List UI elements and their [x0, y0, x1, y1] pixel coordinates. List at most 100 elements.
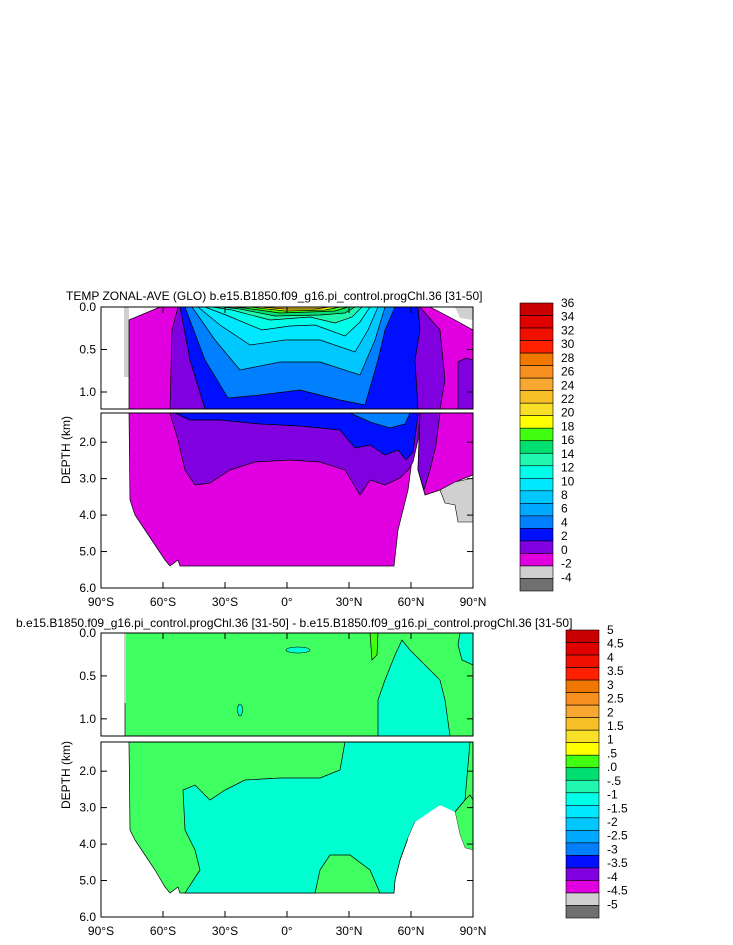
colorbar-swatch [519, 402, 554, 416]
colorbar-swatch [519, 352, 554, 366]
colorbar-label: -3.5 [607, 856, 628, 870]
x-tick-label: 90°N [460, 595, 487, 609]
colorbar-swatch [565, 905, 600, 919]
y-tick-label: 3.0 [79, 801, 96, 815]
y-tick-label: 1.0 [79, 385, 96, 399]
land-region [455, 307, 473, 320]
colorbar-label: 20 [561, 406, 575, 420]
colorbar-label: 34 [561, 310, 575, 324]
x-tick-label: 90°S [88, 924, 114, 938]
colorbar-swatch [519, 327, 554, 341]
colorbar-label: 24 [561, 378, 575, 392]
y-tick-label: 0.0 [79, 626, 96, 640]
colorbar-label: 32 [561, 323, 575, 337]
x-tick-label: 30°S [212, 924, 238, 938]
colorbar-label: -3 [607, 842, 618, 856]
colorbar-label: 26 [561, 365, 575, 379]
y-tick-label: 5.0 [79, 545, 96, 559]
colorbar-label: -5 [607, 897, 618, 911]
x-tick-label: 60°N [398, 924, 425, 938]
colorbar-swatch [565, 742, 600, 756]
chart1-lower-panel [100, 412, 474, 589]
x-tick-label: 30°N [336, 924, 363, 938]
colorbar-label: 8 [561, 488, 568, 502]
colorbar-label: -4.5 [607, 884, 628, 898]
colorbar-swatch [519, 452, 554, 467]
difference-anomaly [285, 646, 311, 654]
x-tick-label: 60°S [150, 924, 176, 938]
colorbar-swatch [519, 490, 554, 504]
x-tick-label: 90°N [460, 924, 487, 938]
colorbar-label: 2 [607, 705, 614, 719]
colorbar-swatch [565, 629, 600, 643]
colorbar-swatch [519, 365, 554, 379]
x-tick-label: 0° [281, 595, 293, 609]
colorbar-swatch [519, 302, 554, 316]
colorbar-label: -4 [561, 570, 572, 584]
colorbar-swatch [519, 377, 554, 391]
temperature-band-6-deep [174, 412, 419, 461]
colorbar-label: 18 [561, 419, 575, 433]
x-tick-label: 60°N [398, 595, 425, 609]
colorbar-swatch [565, 654, 600, 668]
difference-plot: b.e15.B1850.f09_g16.pi_control.progChl.3… [16, 616, 628, 938]
colorbar-swatch [519, 427, 554, 442]
colorbar-label: 28 [561, 351, 575, 365]
y-tick-label: 0.5 [79, 343, 96, 357]
y-tick-label: 2.0 [79, 435, 96, 449]
colorbar-swatch [519, 540, 554, 554]
y-tick-label: 0.0 [79, 300, 96, 314]
difference-anomaly [237, 703, 243, 717]
y-tick-label: 4.0 [79, 508, 96, 522]
colorbar-swatch [565, 767, 600, 781]
colorbar-swatch [519, 503, 554, 517]
colorbar-swatch [565, 842, 600, 856]
chart1-y-axis: 0.0 0.5 1.0 2.0 3.0 4.0 5.0 6.0 [79, 300, 473, 595]
colorbar-label: 16 [561, 433, 575, 447]
colorbar-swatch [565, 679, 600, 693]
chart2-upper-panel [100, 632, 474, 737]
colorbar-swatch [519, 515, 554, 529]
colorbar-swatch [519, 565, 554, 579]
colorbar-swatch [519, 578, 554, 592]
colorbar-swatch [565, 692, 600, 706]
x-tick-label: 0° [281, 924, 293, 938]
colorbar-swatch [519, 415, 554, 429]
colorbar-swatch [519, 390, 554, 404]
y-tick-label: 0.5 [79, 669, 96, 683]
colorbar-swatch [519, 478, 554, 492]
colorbar-swatch [565, 817, 600, 831]
difference-band-negative [377, 639, 451, 737]
colorbar-swatch [565, 729, 600, 743]
colorbar-swatch [519, 440, 554, 454]
y-tick-label: 4.0 [79, 837, 96, 851]
colorbar-swatch [565, 855, 600, 869]
colorbar-swatch [565, 717, 600, 731]
chart2-x-axis: 90°S 60°S 30°S 0° 30°N 60°N 90°N [88, 633, 486, 938]
chart2-colorbar: 54.543.532.521.51.5.0-.5-1-1.5-2-2.5-3-3… [565, 623, 628, 919]
chart2-y-axis: 0.0 0.5 1.0 2.0 3.0 4.0 5.0 6.0 [79, 626, 473, 924]
colorbar-label: 14 [561, 447, 575, 461]
land-region [124, 307, 129, 377]
colorbar-label: -4 [607, 870, 618, 884]
x-tick-label: 30°S [212, 595, 238, 609]
colorbar-swatch [565, 830, 600, 844]
colorbar-swatch [565, 892, 600, 906]
colorbar-label: 30 [561, 337, 575, 351]
colorbar-label: 1.5 [607, 719, 624, 733]
colorbar-swatch [565, 867, 600, 881]
chart2-title: b.e15.B1850.f09_g16.pi_control.progChl.3… [16, 616, 572, 630]
colorbar-label: -2 [561, 557, 572, 571]
colorbar-label: -.5 [607, 774, 621, 788]
colorbar-swatch [565, 754, 600, 769]
colorbar-label: .5 [607, 746, 617, 760]
x-tick-label: 60°S [150, 595, 176, 609]
colorbar-label: 12 [561, 461, 575, 475]
land-region [400, 805, 473, 917]
y-tick-label: 5.0 [79, 874, 96, 888]
colorbar-label: 4.5 [607, 637, 624, 651]
colorbar-swatch [565, 805, 600, 819]
colorbar-swatch [565, 880, 600, 894]
colorbar-swatch [519, 553, 554, 567]
